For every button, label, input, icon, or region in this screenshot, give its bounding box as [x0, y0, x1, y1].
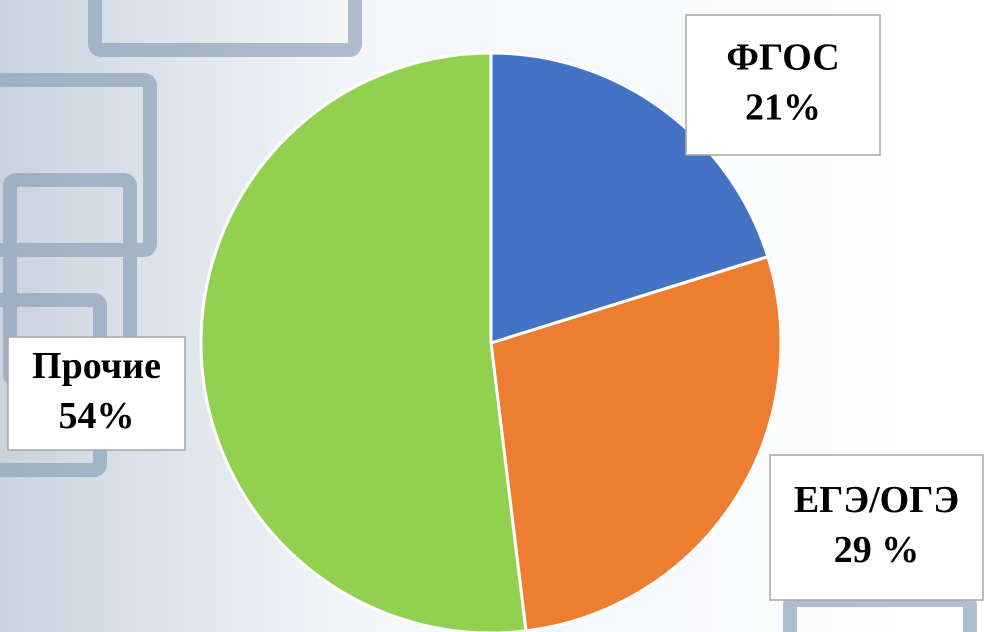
category-label: ЕГЭ/ОГЭ	[794, 479, 959, 521]
label-box	[770, 455, 983, 600]
category-label: Прочие	[32, 345, 161, 387]
category-label: ФГОС	[726, 37, 839, 79]
chart: ФГОС 21% ЕГЭ/ОГЭ 29 % Прочие 54%	[0, 0, 991, 632]
value-label: 29 %	[834, 529, 920, 571]
value-label: 54%	[59, 395, 135, 437]
value-label: 21%	[745, 87, 821, 129]
page: ФГОС21%ЕГЭ/ОГЭ29 %Прочие54% (() => { con…	[0, 0, 991, 632]
